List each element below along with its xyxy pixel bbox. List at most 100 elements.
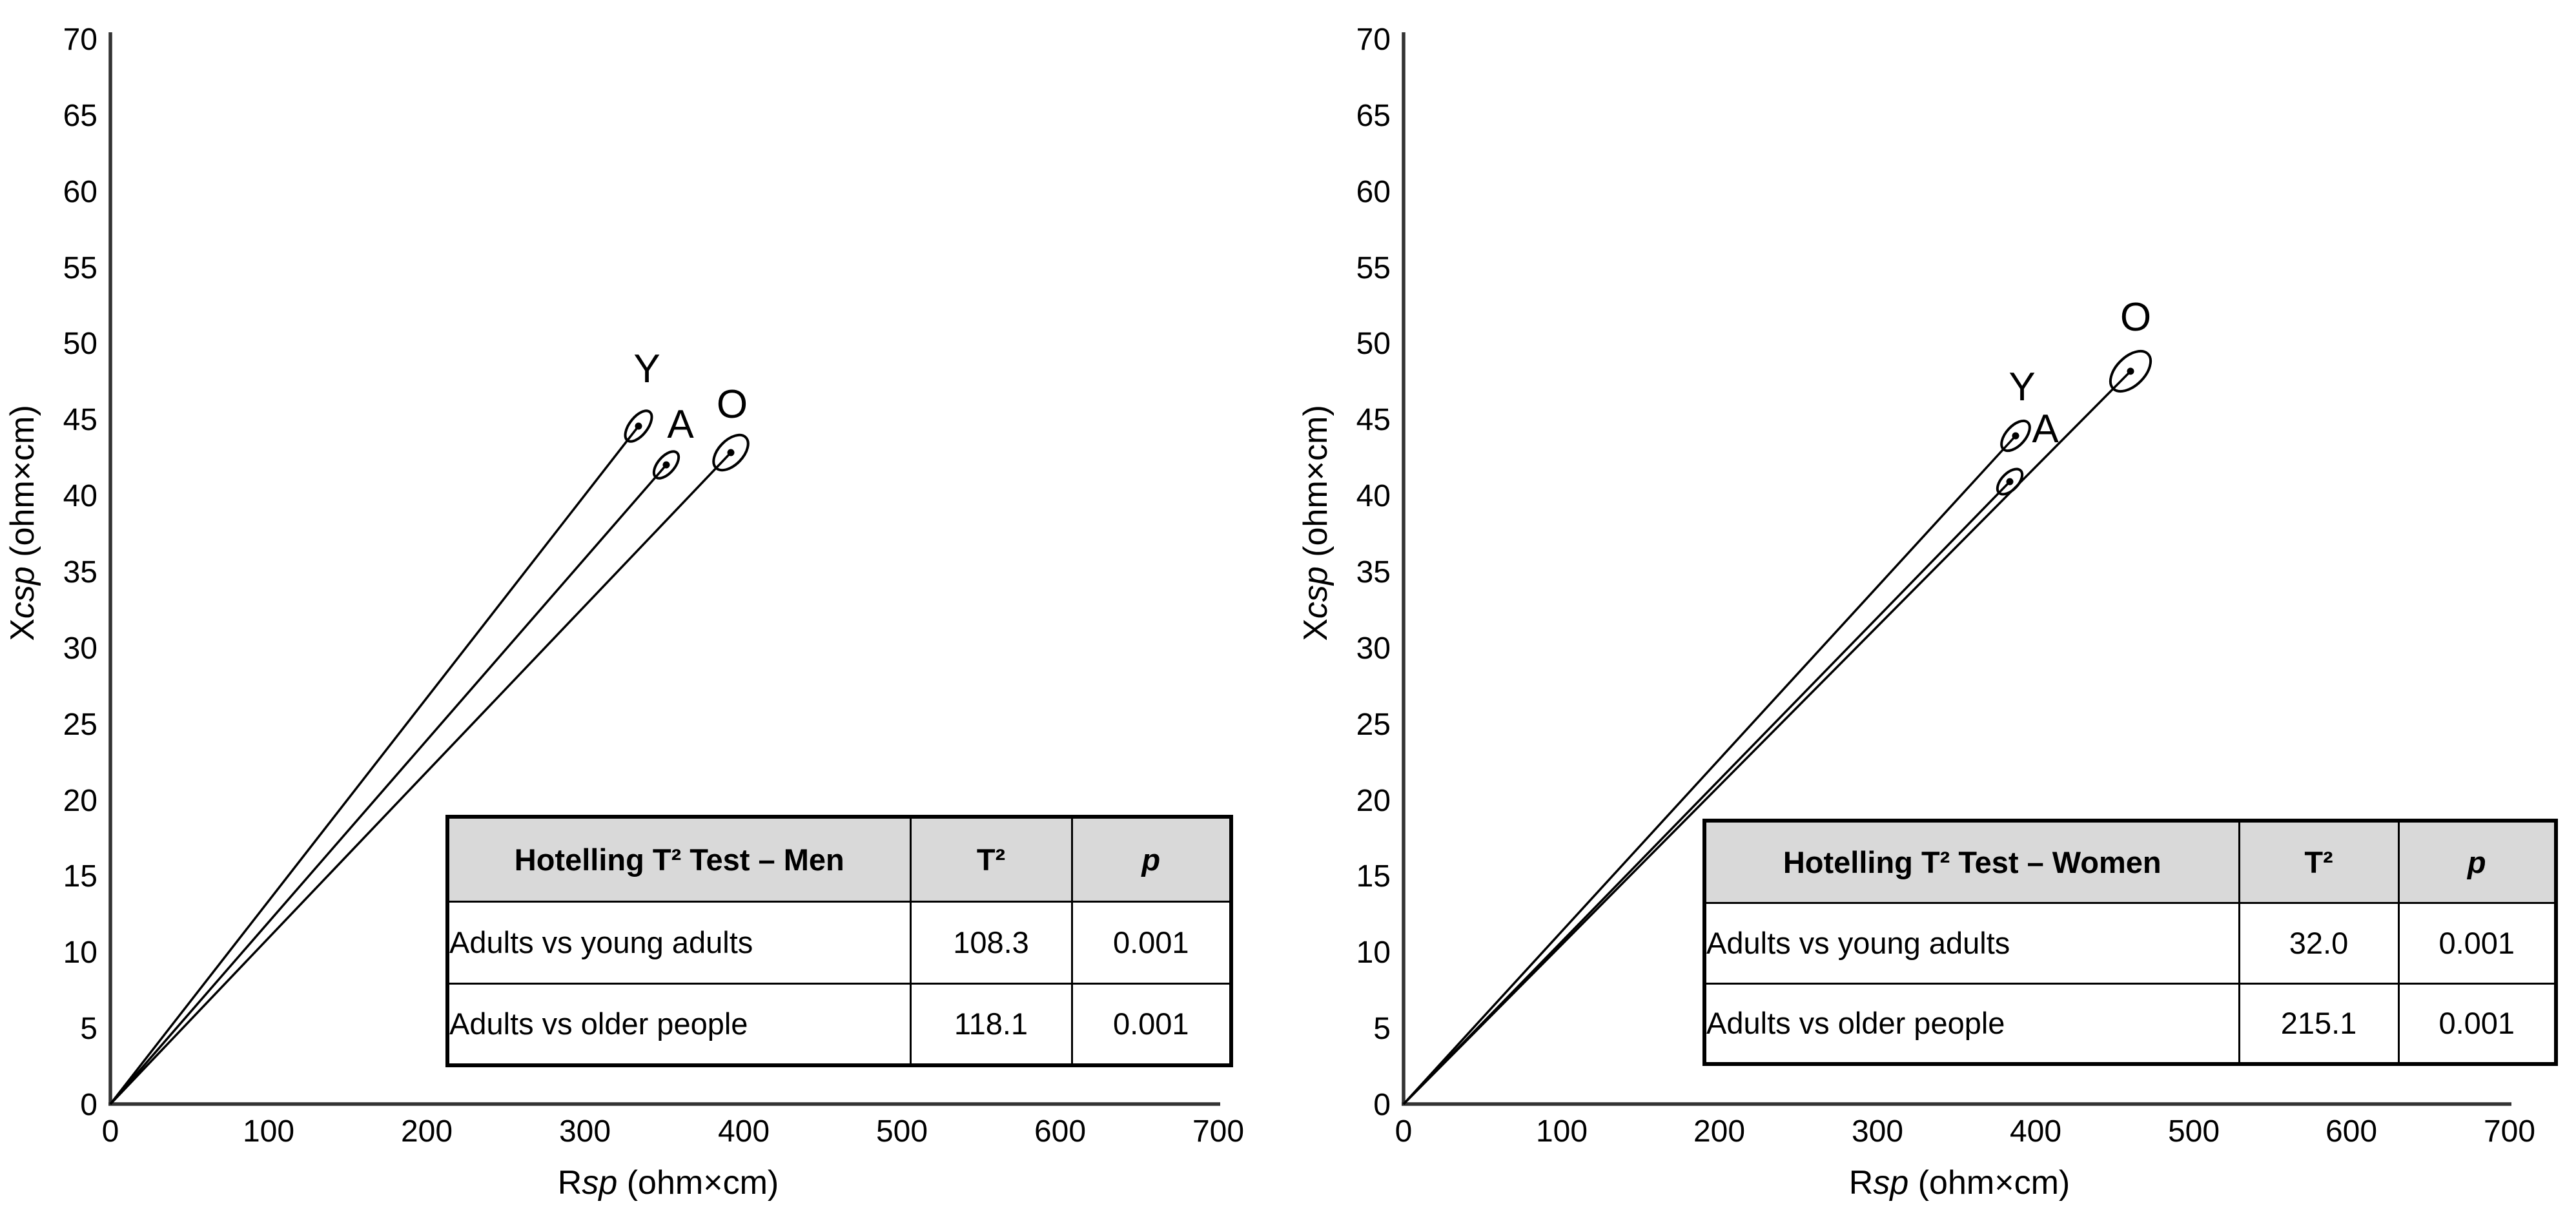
x-axis-title: Rsp (ohm×cm) — [1849, 1164, 2070, 1202]
table-col-p: p — [1070, 815, 1232, 903]
y-tick-label: 55 — [63, 251, 97, 285]
comparison-cell: Adults vs older people — [446, 982, 912, 1067]
women-chart: 0 5 10 15 20 25 30 35 40 45 50 55 60 65 … — [1288, 0, 2576, 1208]
p-value-cell: 0.001 — [2397, 901, 2557, 985]
y-tick-label: 30 — [1356, 631, 1391, 666]
y-tick-label: 0 — [80, 1088, 97, 1122]
y-tick-label: 55 — [1356, 251, 1391, 285]
y-tick-label: 45 — [63, 403, 97, 437]
y-tick-label: 35 — [1356, 555, 1391, 589]
table-header-row: Hotelling T² Test – Women T² p — [1703, 819, 2557, 904]
t2-value-cell: 215.1 — [2238, 982, 2400, 1065]
x-tick-label: 400 — [2010, 1114, 2061, 1149]
comparison-cell: Adults vs young adults — [446, 900, 912, 985]
group-label-older: O — [2120, 295, 2151, 340]
y-tick-label: 60 — [1356, 175, 1391, 209]
y-tick-label: 60 — [63, 175, 97, 209]
y-tick-label: 25 — [1356, 708, 1391, 742]
group-label-young: Y — [2009, 365, 2035, 409]
p-value-cell: 0.001 — [1070, 982, 1232, 1067]
x-tick-label: 0 — [1395, 1114, 1413, 1149]
y-axis-title: Xcsp (ohm×cm) — [1297, 405, 1334, 641]
table-col-p: p — [2397, 819, 2557, 904]
x-tick-label: 100 — [1536, 1114, 1588, 1149]
table-row: Adults vs older people 118.1 0.001 — [446, 982, 1232, 1067]
y-tick-label: 5 — [80, 1012, 97, 1046]
y-tick-label: 50 — [63, 327, 97, 361]
table-row: Adults vs young adults 32.0 0.001 — [1703, 901, 2557, 985]
y-tick-label: 35 — [63, 555, 97, 589]
x-tick-label: 100 — [243, 1114, 294, 1149]
y-tick-label: 5 — [1373, 1012, 1391, 1046]
confidence-ellipse-older — [712, 433, 750, 472]
y-tick-label: 20 — [1356, 784, 1391, 818]
group-label-adults: A — [2032, 407, 2059, 451]
men-chart: 0 5 10 15 20 25 30 35 40 45 50 55 60 65 … — [4, 23, 1244, 1202]
table-title: Hotelling T² Test – Women — [1703, 819, 2240, 904]
x-tick-label: 300 — [559, 1114, 611, 1149]
y-tick-label: 40 — [63, 479, 97, 513]
x-tick-label: 600 — [2326, 1114, 2377, 1149]
vector-older — [109, 451, 732, 1105]
t2-value-cell: 108.3 — [909, 900, 1073, 985]
confidence-ellipse-young — [2000, 419, 2031, 453]
mean-point-young — [2012, 432, 2019, 440]
y-tick-label: 65 — [1356, 99, 1391, 133]
table-row: Adults vs older people 215.1 0.001 — [1703, 982, 2557, 1065]
hotelling-table-men: Hotelling T² Test – Men T² p Adults vs y… — [445, 815, 1233, 1067]
p-value-cell: 0.001 — [1070, 900, 1232, 985]
vector-young — [1402, 435, 2017, 1105]
x-tick-label: 500 — [2168, 1114, 2220, 1149]
x-tick-label: 400 — [718, 1114, 770, 1149]
group-label-older: O — [717, 382, 748, 427]
table-title: Hotelling T² Test – Men — [446, 815, 912, 903]
y-tick-label: 15 — [63, 859, 97, 894]
men-chart-svg: 0 5 10 15 20 25 30 35 40 45 50 55 60 65 … — [4, 23, 1244, 1202]
y-tick-label: 30 — [63, 631, 97, 666]
x-tick-label: 500 — [876, 1114, 928, 1149]
x-tick-label: 0 — [102, 1114, 119, 1149]
y-tick-label: 10 — [63, 936, 97, 970]
confidence-ellipse-young — [624, 409, 653, 443]
y-tick-label: 40 — [1356, 479, 1391, 513]
confidence-ellipse-adults — [1996, 467, 2024, 496]
mean-point-older — [727, 449, 735, 456]
comparison-cell: Adults vs young adults — [1703, 901, 2240, 985]
p-value-cell: 0.001 — [2397, 982, 2557, 1065]
table-col-t2: T² — [2238, 819, 2400, 904]
y-tick-label: 65 — [63, 99, 97, 133]
confidence-ellipse-adults — [652, 450, 680, 480]
y-axis-title: Xcsp (ohm×cm) — [4, 405, 41, 641]
women-chart-svg: 0 5 10 15 20 25 30 35 40 45 50 55 60 65 … — [1297, 23, 2535, 1202]
x-tick-label: 200 — [401, 1114, 453, 1149]
hotelling-table-women: Hotelling T² Test – Women T² p Adults vs… — [1702, 819, 2558, 1066]
vector-adults — [1402, 480, 2011, 1105]
x-tick-label: 700 — [1192, 1114, 1244, 1149]
y-tick-label: 50 — [1356, 327, 1391, 361]
y-tick-label: 15 — [1356, 859, 1391, 894]
y-tick-label: 25 — [63, 708, 97, 742]
mean-point-adults — [2006, 478, 2014, 486]
table-row: Adults vs young adults 108.3 0.001 — [446, 900, 1232, 985]
group-label-young: Y — [633, 347, 660, 391]
mean-point-older — [2127, 367, 2134, 375]
t2-value-cell: 32.0 — [2238, 901, 2400, 985]
t2-value-cell: 118.1 — [909, 982, 1073, 1067]
mean-point-young — [635, 422, 642, 430]
y-tick-label: 70 — [63, 23, 97, 57]
y-tick-label: 0 — [1373, 1088, 1391, 1122]
y-tick-label: 70 — [1356, 23, 1391, 57]
x-axis-title: Rsp (ohm×cm) — [558, 1164, 779, 1202]
y-tick-label: 20 — [63, 784, 97, 818]
table-col-t2: T² — [909, 815, 1073, 903]
group-label-adults: A — [667, 402, 694, 447]
y-tick-label: 45 — [1356, 403, 1391, 437]
confidence-ellipse-older — [2109, 349, 2152, 393]
table-header-row: Hotelling T² Test – Men T² p — [446, 815, 1232, 903]
x-tick-label: 200 — [1693, 1114, 1745, 1149]
y-tick-label: 10 — [1356, 936, 1391, 970]
x-tick-label: 700 — [2484, 1114, 2535, 1149]
x-tick-label: 300 — [1852, 1114, 1903, 1149]
x-tick-label: 600 — [1034, 1114, 1086, 1149]
